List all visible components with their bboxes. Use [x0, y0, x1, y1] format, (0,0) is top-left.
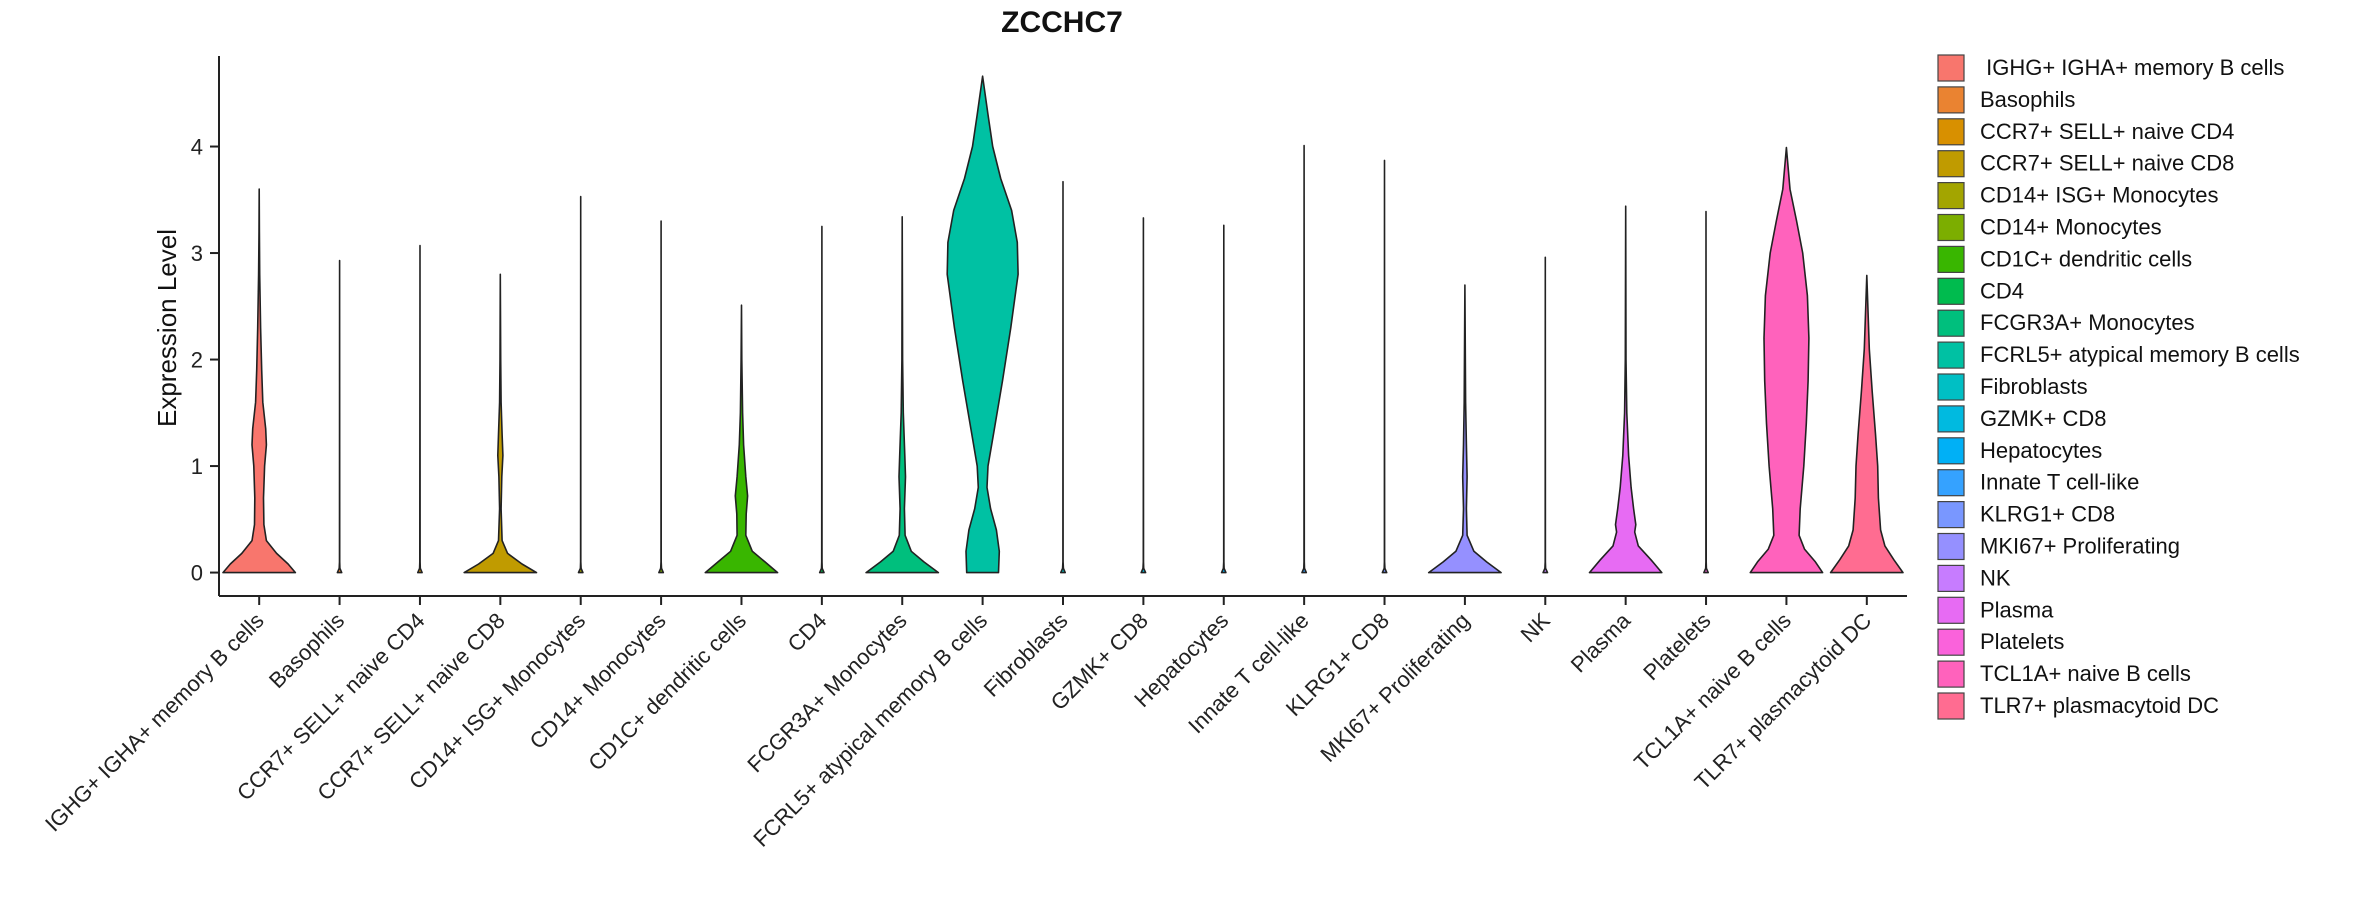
legend-label: CD1C+ dendritic cells [1980, 246, 2192, 271]
legend-swatch [1937, 692, 1965, 720]
legend-swatch [1937, 660, 1965, 688]
legend-label: CD4 [1980, 278, 2024, 303]
legend-swatch [1937, 213, 1965, 242]
violin-6 [658, 220, 665, 574]
legend-label: TCL1A+ naive B cells [1980, 661, 2191, 686]
legend-label: KLRG1+ CD8 [1980, 502, 2115, 527]
legend-label: CD14+ ISG+ Monocytes [1980, 183, 2218, 208]
y-axis-label: Expression Level [152, 229, 182, 427]
violin-21 [1829, 274, 1904, 574]
legend-swatch [1937, 437, 1965, 465]
legend-label: CD14+ Monocytes [1980, 215, 2162, 240]
legend-label: CCR7+ SELL+ naive CD4 [1980, 119, 2234, 144]
violin-13 [1220, 224, 1227, 574]
violin-15 [1381, 159, 1388, 574]
violin-7 [704, 304, 779, 574]
violin-11 [1060, 180, 1066, 574]
violins [222, 75, 1904, 574]
legend-swatch [1937, 309, 1965, 337]
violin-9 [865, 216, 940, 574]
x-tick-label: CD14+ Monocytes [525, 608, 671, 754]
violin-14 [1301, 144, 1308, 574]
violin-3 [417, 244, 423, 574]
x-tick-label: Basophils [264, 608, 349, 693]
violin-19 [1703, 210, 1709, 574]
violin-10 [946, 75, 1019, 574]
legend-swatch [1937, 405, 1965, 433]
legend-label: Platelets [1980, 629, 2064, 654]
chart-title: ZCCHC7 [1001, 6, 1123, 39]
violin-2 [336, 259, 343, 574]
legend-label: MKI67+ Proliferating [1980, 534, 2180, 559]
legend-label: Fibroblasts [1980, 374, 2088, 399]
x-tick-label: Platelets [1638, 608, 1715, 685]
legend-label: IGHG+ IGHA+ memory B cells [1980, 55, 2284, 80]
violin-4 [463, 273, 538, 574]
x-tick-label: TCL1A+ naive B cells [1629, 608, 1796, 775]
x-tick-label: CD1C+ dendritic cells [583, 608, 751, 776]
legend-swatch [1937, 341, 1965, 369]
legend-label: Plasma [1980, 597, 2054, 622]
legend-swatch [1937, 54, 1965, 82]
violin-17 [1542, 256, 1549, 574]
x-tick-label: FCGR3A+ Monocytes [742, 608, 911, 777]
y-tick-label: 3 [191, 241, 203, 266]
violin-12 [1140, 217, 1147, 574]
legend-swatch [1937, 86, 1965, 114]
legend-label: Basophils [1980, 87, 2075, 112]
legend-swatch [1937, 118, 1965, 146]
legend-label: Innate T cell-like [1980, 470, 2139, 495]
legend-label: FCGR3A+ Monocytes [1980, 310, 2195, 335]
legend-swatch [1937, 628, 1965, 656]
y-tick-label: 1 [191, 454, 203, 479]
x-tick-label: IGHG+ IGHA+ memory B cells [40, 608, 269, 837]
y-ticks: 0 1 2 3 4 [191, 135, 219, 586]
x-tick-label: CD4 [783, 608, 832, 657]
violin-18 [1588, 205, 1663, 574]
x-tick-label: MKI67+ Proliferating [1315, 608, 1474, 767]
legend-swatch [1937, 564, 1965, 593]
legend-swatch [1937, 501, 1965, 529]
legend: IGHG+ IGHA+ memory B cells Basophils CCR7+… [1937, 54, 2300, 720]
violin-16 [1427, 284, 1502, 574]
legend-swatch [1937, 596, 1965, 624]
legend-label: CCR7+ SELL+ naive CD8 [1980, 151, 2234, 176]
legend-swatch [1937, 277, 1965, 305]
y-tick-label: 0 [191, 561, 203, 586]
y-tick-label: 2 [191, 348, 203, 373]
legend-label: Hepatocytes [1980, 438, 2102, 463]
x-ticks: IGHG+ IGHA+ memory B cellsBasophilsCCR7+… [40, 596, 1876, 852]
legend-label: FCRL5+ atypical memory B cells [1980, 342, 2300, 367]
legend-swatch [1937, 373, 1965, 401]
legend-label: GZMK+ CD8 [1980, 406, 2107, 431]
x-tick-label: Plasma [1566, 607, 1636, 677]
violin-8 [818, 225, 825, 574]
violin-20 [1749, 146, 1824, 574]
legend-swatch [1937, 182, 1965, 210]
legend-label: TLR7+ plasmacytoid DC [1980, 693, 2219, 718]
legend-swatch [1937, 469, 1965, 497]
legend-label: NK [1980, 565, 2011, 590]
legend-swatch [1937, 532, 1965, 561]
y-tick-label: 4 [191, 135, 203, 160]
violin-5 [577, 195, 584, 574]
x-tick-label: NK [1516, 608, 1556, 648]
legend-swatch [1937, 245, 1965, 273]
violin-1 [222, 188, 297, 574]
legend-swatch [1937, 150, 1965, 178]
